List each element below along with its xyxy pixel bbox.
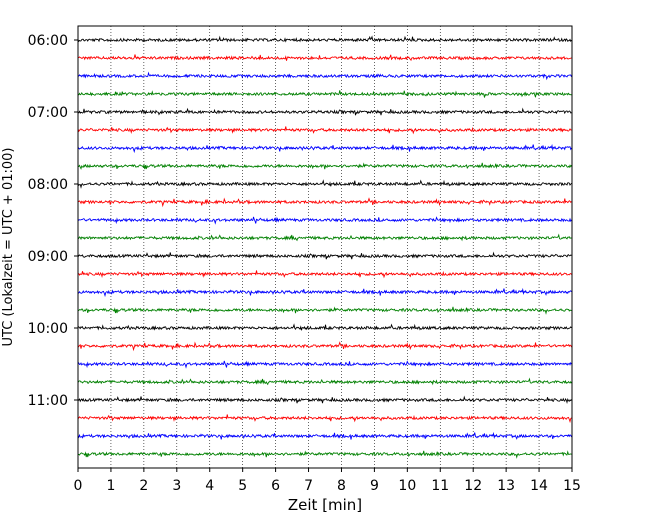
trace-0945 bbox=[77, 306, 572, 315]
y-tick-label-10:00: 10:00 bbox=[28, 321, 68, 337]
x-tick-label-7: 7 bbox=[304, 478, 313, 494]
trace-0845 bbox=[77, 233, 572, 242]
trace-1000 bbox=[77, 323, 572, 331]
trace-0745 bbox=[77, 162, 572, 170]
trace-0800 bbox=[77, 179, 572, 189]
x-tick-label-0: 0 bbox=[74, 478, 83, 494]
trace-1030 bbox=[77, 360, 572, 369]
trace-0900 bbox=[77, 251, 572, 260]
trace-0700 bbox=[77, 107, 572, 116]
x-axis-label: Zeit [min] bbox=[288, 496, 362, 514]
trace-0630 bbox=[77, 71, 572, 81]
y-tick-label-06:00: 06:00 bbox=[28, 33, 68, 49]
y-axis-ticks: 06:00 07:00 08:00 09:00 10:00 11:00 bbox=[28, 33, 78, 409]
x-tick-label-4: 4 bbox=[205, 478, 214, 494]
plot-frame bbox=[77, 25, 573, 469]
y-tick-label-07:00: 07:00 bbox=[28, 105, 68, 121]
trace-0600 bbox=[77, 35, 572, 43]
seismic-traces bbox=[77, 35, 572, 459]
trace-0645 bbox=[77, 90, 572, 98]
trace-0815 bbox=[77, 197, 572, 208]
x-tick-label-15: 15 bbox=[563, 478, 581, 494]
y-tick-label-08:00: 08:00 bbox=[28, 177, 68, 193]
trace-0930 bbox=[77, 287, 572, 298]
y-tick-label-09:00: 09:00 bbox=[28, 249, 68, 265]
trace-0615 bbox=[77, 54, 572, 62]
x-tick-label-1: 1 bbox=[106, 478, 115, 494]
x-tick-label-11: 11 bbox=[431, 478, 449, 494]
trace-0830 bbox=[77, 216, 572, 225]
y-tick-label-11:00: 11:00 bbox=[28, 393, 68, 409]
x-tick-label-10: 10 bbox=[398, 478, 416, 494]
x-tick-label-3: 3 bbox=[172, 478, 181, 494]
trace-1100 bbox=[77, 395, 572, 404]
trace-1045 bbox=[77, 377, 572, 386]
x-tick-label-6: 6 bbox=[271, 478, 280, 494]
x-tick-label-12: 12 bbox=[464, 478, 482, 494]
trace-1145 bbox=[77, 450, 572, 459]
trace-1130 bbox=[77, 431, 572, 440]
trace-1015 bbox=[77, 341, 572, 352]
x-tick-label-2: 2 bbox=[139, 478, 148, 494]
x-tick-label-14: 14 bbox=[530, 478, 548, 494]
x-tick-label-5: 5 bbox=[238, 478, 247, 494]
x-axis-ticks: 0 1 2 3 4 5 6 7 8 9 10 11 12 13 14 15 bbox=[74, 468, 581, 494]
y-axis-label: UTC (Lokalzeit = UTC + 01:00) bbox=[1, 148, 16, 347]
trace-1115 bbox=[77, 414, 572, 424]
x-tick-label-8: 8 bbox=[337, 478, 346, 494]
trace-0915 bbox=[77, 270, 572, 279]
trace-0715 bbox=[77, 126, 572, 135]
trace-0730 bbox=[77, 143, 572, 154]
x-tick-label-13: 13 bbox=[497, 478, 515, 494]
x-tick-label-9: 9 bbox=[370, 478, 379, 494]
